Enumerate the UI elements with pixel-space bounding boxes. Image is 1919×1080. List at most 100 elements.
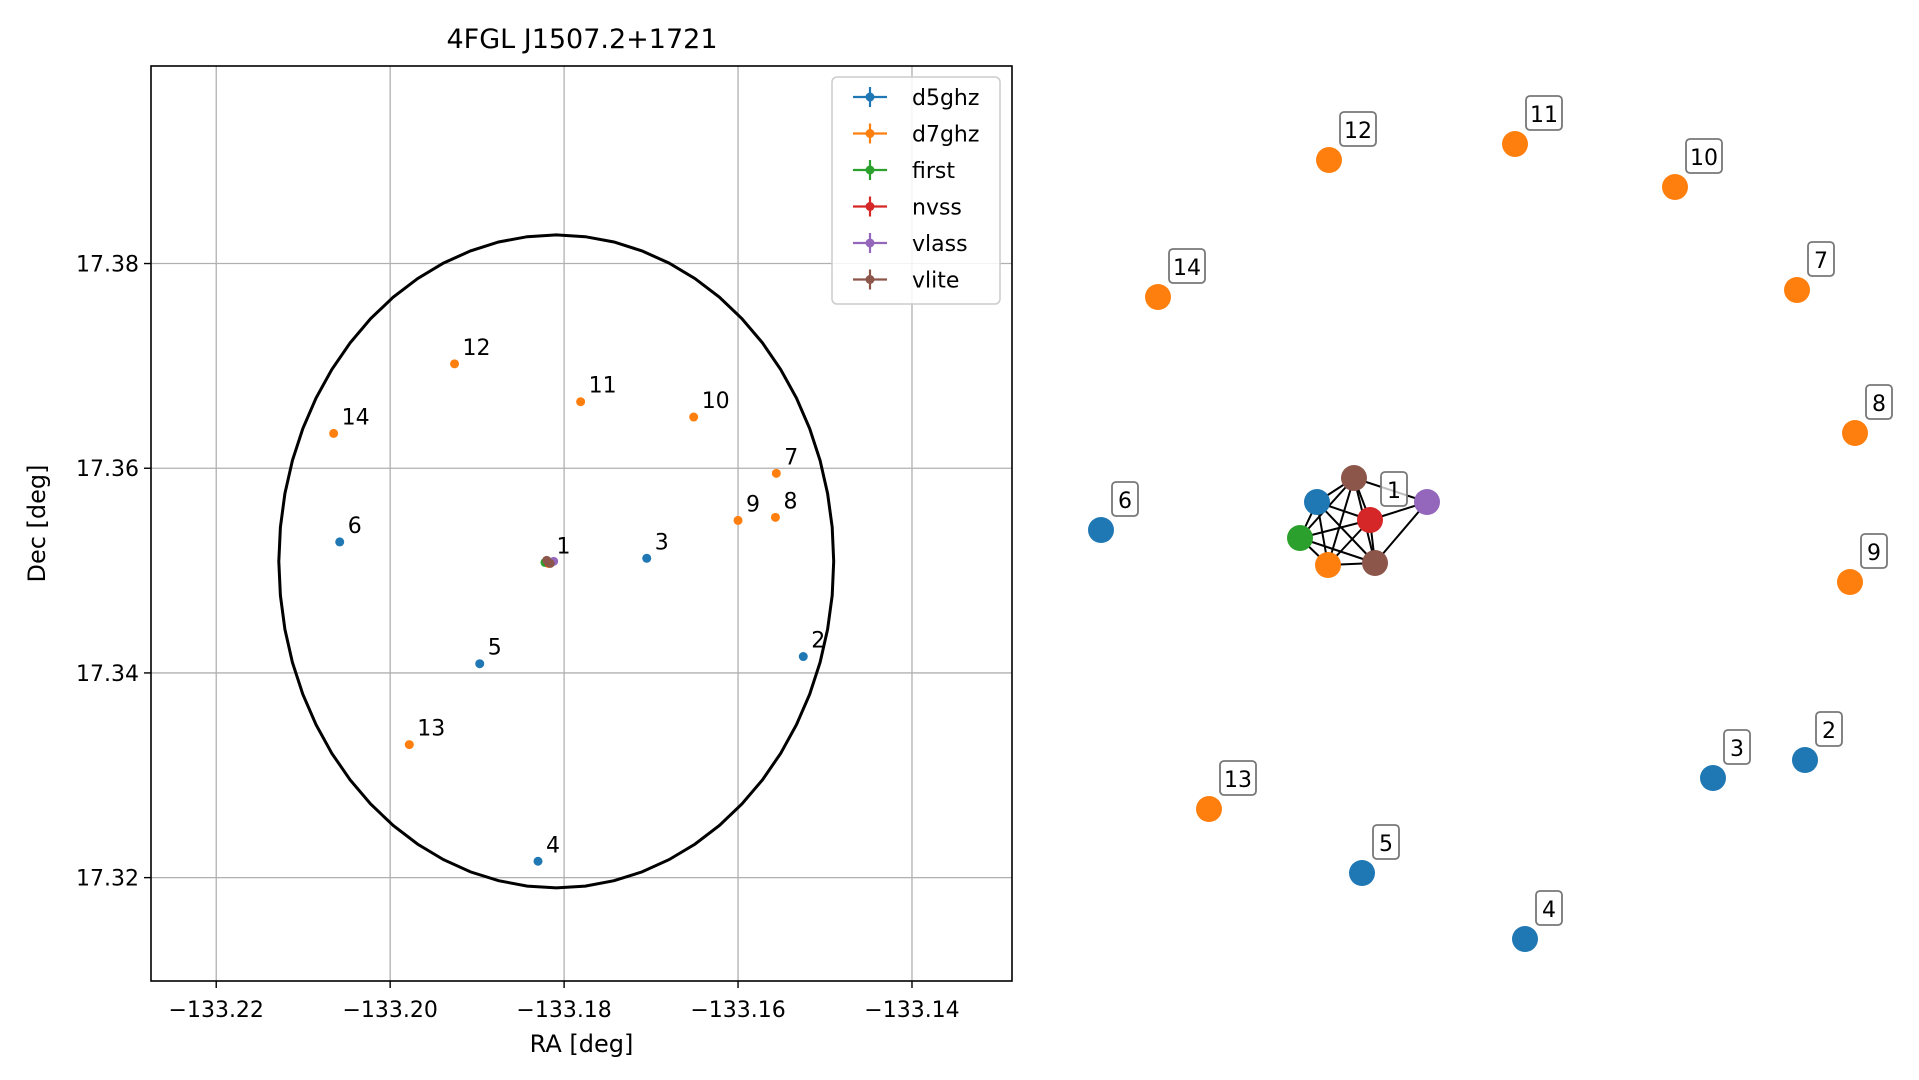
network-node bbox=[1316, 147, 1342, 173]
legend-label: d7ghz bbox=[912, 123, 979, 148]
network-label-box bbox=[1372, 824, 1400, 860]
data-point-d7ghz bbox=[576, 397, 586, 407]
data-point-d7ghz bbox=[404, 740, 414, 750]
network-node bbox=[1512, 926, 1538, 952]
network-label: 14 bbox=[1173, 256, 1201, 281]
legend: d5ghz d7ghz first nvss vlass vlite bbox=[831, 76, 1001, 305]
data-point-d5ghz bbox=[335, 537, 345, 547]
point-label: 10 bbox=[702, 389, 730, 414]
data-point-d5ghz bbox=[642, 553, 652, 563]
network-label: 4 bbox=[1542, 898, 1556, 923]
network-label-box bbox=[1807, 241, 1835, 277]
data-point-d7ghz bbox=[689, 412, 699, 422]
point-label: 14 bbox=[342, 405, 370, 430]
data-points bbox=[329, 359, 808, 866]
point-labels: 2 3 4 5 6 7 89 10 11 12 13 14 1 bbox=[342, 336, 826, 858]
plot-frame bbox=[150, 65, 1013, 982]
network-node bbox=[1341, 465, 1367, 491]
y-tick-label: 17.34 bbox=[76, 662, 139, 687]
network-node bbox=[1362, 550, 1388, 576]
legend-marker-dot bbox=[865, 92, 875, 102]
legend-label: first bbox=[912, 159, 955, 184]
point-label: 9 bbox=[746, 492, 760, 517]
x-tick-label: −133.18 bbox=[516, 998, 611, 1023]
network-node bbox=[1357, 507, 1383, 533]
network-node bbox=[1145, 284, 1171, 310]
network-edge bbox=[1316, 501, 1376, 564]
y-tick-label: 17.36 bbox=[76, 457, 139, 482]
network-label-box bbox=[1339, 111, 1377, 147]
y-axis-label: Dec [deg] bbox=[23, 464, 51, 582]
data-point-d5ghz bbox=[798, 652, 808, 662]
network-node bbox=[1315, 552, 1341, 578]
point-label: 4 bbox=[546, 833, 560, 858]
point-label: 11 bbox=[589, 374, 617, 399]
network-node bbox=[1792, 747, 1818, 773]
network-label: 6 bbox=[1118, 489, 1132, 514]
network-node bbox=[1349, 860, 1375, 886]
network-label-box bbox=[1111, 481, 1139, 517]
network-node bbox=[1837, 569, 1863, 595]
network-label-box bbox=[1380, 471, 1408, 507]
network-label: 8 bbox=[1872, 392, 1886, 417]
network-label-box bbox=[1860, 533, 1888, 569]
network-label: 13 bbox=[1224, 768, 1252, 793]
point-label: 8 bbox=[783, 489, 797, 514]
scatter-chart: 4FGL J1507.2+1721 −133.22 −133.20 −133.18−… bbox=[23, 24, 1013, 1058]
network-label: 3 bbox=[1730, 737, 1744, 762]
legend-marker-dot bbox=[865, 275, 875, 284]
point-label: 2 bbox=[811, 629, 825, 654]
legend-label: nvss bbox=[912, 196, 962, 221]
network-edge bbox=[1299, 537, 1376, 564]
point-label: 13 bbox=[417, 717, 445, 742]
legend-marker-dot bbox=[865, 202, 875, 211]
network-label: 11 bbox=[1530, 103, 1558, 128]
y-tick-label: 17.32 bbox=[76, 867, 139, 892]
network-node bbox=[1502, 131, 1528, 157]
y-axis-ticks: 17.32 17.34 17.36 17.38 bbox=[76, 253, 151, 892]
network-edge bbox=[1327, 477, 1355, 566]
network-node bbox=[1662, 174, 1688, 200]
network-node bbox=[1304, 489, 1330, 515]
network-node bbox=[1700, 765, 1726, 791]
network-label-box bbox=[1685, 138, 1723, 174]
network-label-box bbox=[1219, 760, 1257, 796]
data-point-d7ghz bbox=[770, 512, 780, 522]
x-tick-label: −133.16 bbox=[690, 998, 785, 1023]
data-point-vlite bbox=[545, 558, 555, 568]
network-label: 5 bbox=[1379, 832, 1393, 857]
data-point-d5ghz bbox=[475, 659, 485, 669]
network-edge bbox=[1374, 501, 1428, 564]
network-node bbox=[1287, 525, 1313, 551]
network-label: 2 bbox=[1822, 719, 1836, 744]
legend-label: vlass bbox=[912, 232, 968, 257]
data-point-d7ghz bbox=[329, 428, 339, 438]
network-label-box bbox=[1168, 248, 1206, 284]
x-tick-label: −133.22 bbox=[169, 998, 264, 1023]
legend-label: d5ghz bbox=[912, 86, 979, 111]
network-label-box bbox=[1525, 95, 1563, 131]
y-tick-label: 17.38 bbox=[76, 253, 139, 278]
x-axis-label: RA [deg] bbox=[530, 1030, 634, 1058]
network-node bbox=[1196, 796, 1222, 822]
legend-label: vlite bbox=[912, 269, 959, 294]
network-label: 9 bbox=[1867, 541, 1881, 566]
network-nodes bbox=[1088, 131, 1868, 952]
point-label: 3 bbox=[655, 530, 669, 555]
network-node bbox=[1088, 517, 1114, 543]
point-label: 1 bbox=[556, 534, 570, 559]
legend-marker-dot bbox=[865, 129, 875, 138]
network-label: 12 bbox=[1344, 119, 1372, 144]
x-axis-ticks: −133.22 −133.20 −133.18 −133.16 −133.14 bbox=[169, 981, 960, 1023]
network-label: 10 bbox=[1690, 146, 1718, 171]
data-point-d7ghz bbox=[733, 515, 743, 525]
network-node bbox=[1842, 420, 1868, 446]
point-label: 7 bbox=[784, 445, 798, 470]
network-label: 7 bbox=[1814, 249, 1828, 274]
point-label: 12 bbox=[463, 336, 491, 361]
network-label-box bbox=[1535, 890, 1563, 926]
network-label-box bbox=[1815, 711, 1843, 747]
